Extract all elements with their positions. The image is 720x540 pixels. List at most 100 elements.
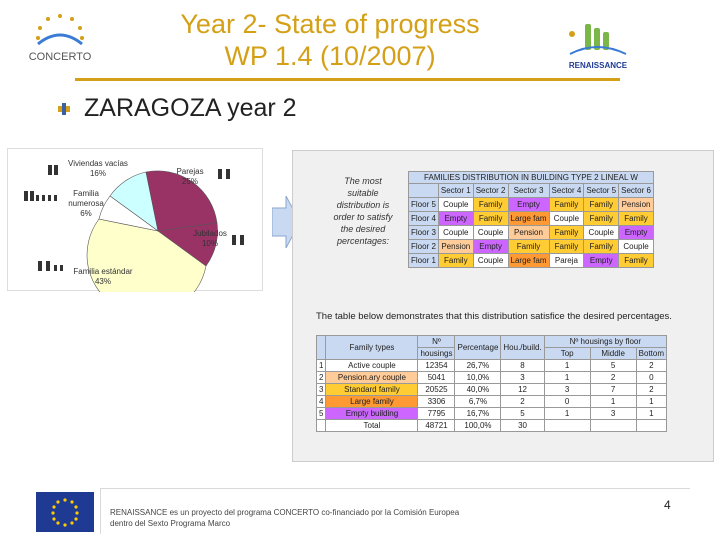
distribution-cell: Empty <box>507 197 550 212</box>
total-percentage: 100,0% <box>454 419 502 432</box>
distribution-cell: Family <box>437 253 474 268</box>
summary-cell-top: 1 <box>543 407 591 420</box>
distribution-cell: Family <box>583 239 620 254</box>
summary-cell-housings: 7795 <box>417 407 456 420</box>
summary-cell-bot: 1 <box>635 395 668 408</box>
summary-cell-mid: 5 <box>589 359 637 372</box>
distribution-title: FAMILIES DISTRIBUTION IN BUILDING TYPE 2… <box>408 171 654 184</box>
summary-cell-num: 4 <box>315 395 327 408</box>
summary-cell-hb: 8 <box>500 359 545 372</box>
sector-header: Sector 5 <box>583 183 620 198</box>
distribution-cell: Couple <box>437 225 474 240</box>
renaissance-logo: RENAISSANCE <box>560 14 635 76</box>
summary-cell-bot: 0 <box>635 371 668 384</box>
family-types-header: Family types <box>325 335 419 360</box>
floor-label: Floor 2 <box>408 239 439 254</box>
footer-line-2: dentro del Sexto Programa Marco <box>110 519 231 528</box>
distribution-cell: Empty <box>583 253 620 268</box>
sector-header: Sector 6 <box>618 183 654 198</box>
floor-label: Floor 5 <box>408 197 439 212</box>
distribution-cell: Pension <box>437 239 474 254</box>
title-line-2: WP 1.4 (10/2007) <box>224 41 436 71</box>
distribution-row: Floor 5 Couple Family Empty Family Family Pens… <box>408 197 654 212</box>
summary-cell-hb: 2 <box>500 395 545 408</box>
summary-cell-type: Empty building <box>325 407 419 420</box>
distribution-cell: Couple <box>583 225 620 240</box>
distribution-cell: Family <box>548 197 585 212</box>
summary-cell-pct: 26,7% <box>454 359 502 372</box>
middle-header: Middle <box>589 347 637 360</box>
summary-cell-hb: 12 <box>500 383 545 396</box>
page-number: 4 <box>664 498 671 512</box>
summary-cell-housings: 3306 <box>417 395 456 408</box>
bullet-icon <box>58 102 70 115</box>
summary-cell-type: Standard family <box>325 383 419 396</box>
distribution-cell: Empty <box>472 239 509 254</box>
title-divider <box>75 78 620 81</box>
summary-cell-hb: 3 <box>500 371 545 384</box>
suitable-distribution-text: The most suitable distribution is order … <box>333 176 393 246</box>
distribution-cell: Family <box>583 211 620 226</box>
pie-label-jubilados: Jubilados 10% <box>193 229 227 248</box>
bottom-header: Bottom <box>635 347 668 360</box>
summary-cell-pct: 10,0% <box>454 371 502 384</box>
pie-slice-parejas <box>145 170 218 232</box>
summary-cell-bot: 1 <box>635 407 668 420</box>
sector-header: Sector 4 <box>548 183 585 198</box>
summary-cell-mid: 3 <box>589 407 637 420</box>
page-title: Year 2- State of progress WP 1.4 (10/200… <box>120 8 540 72</box>
pie-label-numerosa: Familia numerosa 6% <box>68 189 104 218</box>
summary-cell-type: Active couple <box>325 359 419 372</box>
distribution-cell: Couple <box>472 225 509 240</box>
summary-table: Family types Nº Percentage Hou./build. N… <box>315 335 668 432</box>
n-housings-header: Nº <box>417 335 456 348</box>
hou-build-header: Hou./build. <box>500 335 545 360</box>
summary-cell-bot: 2 <box>635 383 668 396</box>
distribution-cell: Family <box>472 211 509 226</box>
total-label: Total <box>325 419 419 432</box>
summary-cell-num: 5 <box>315 407 327 420</box>
summary-cell-num: 3 <box>315 383 327 396</box>
summary-cell-top: 0 <box>543 395 591 408</box>
distribution-cell: Family <box>472 197 509 212</box>
section-subtitle: ZARAGOZA year 2 <box>84 94 297 122</box>
sector-header: Sector 1 <box>437 183 474 198</box>
pie-slice-numerosa <box>98 195 159 232</box>
summary-row: 5 Empty building 7795 16,7% 5 1 3 1 <box>315 407 668 420</box>
distribution-row: Floor 2 Pension Empty Family Family Family Cou… <box>408 239 654 254</box>
floor-label: Floor 1 <box>408 253 439 268</box>
summary-cell-housings: 5041 <box>417 371 456 384</box>
distribution-cell: Family <box>548 239 585 254</box>
summary-cell-type: Pension.ary couple <box>325 371 419 384</box>
summary-total-row: Total 48721 100,0% 30 <box>315 419 668 432</box>
summary-cell-type: Large family <box>325 395 419 408</box>
summary-cell-housings: 12354 <box>417 359 456 372</box>
summary-cell-num: 1 <box>315 359 327 372</box>
housings-header: housings <box>417 347 456 360</box>
distribution-cell: Couple <box>618 239 654 254</box>
distribution-row: Floor 1 Family Couple Large fam Pareja Empty F… <box>408 253 654 268</box>
distribution-cell: Family <box>507 239 550 254</box>
title-line-1: Year 2- State of progress <box>180 9 480 39</box>
summary-cell-mid: 2 <box>589 371 637 384</box>
summary-cell-bot: 2 <box>635 359 668 372</box>
distribution-cell: Family <box>583 197 620 212</box>
summary-row: 2 Pension.ary couple 5041 10,0% 3 1 2 0 <box>315 371 668 384</box>
distribution-row: Floor 3 Couple Couple Pension Family Couple Em… <box>408 225 654 240</box>
svg-text:RENAISSANCE: RENAISSANCE <box>569 61 628 70</box>
distribution-cell: Large fam <box>507 253 550 268</box>
summary-cell-hb: 5 <box>500 407 545 420</box>
summary-cell-top: 1 <box>543 359 591 372</box>
summary-cell-num: 2 <box>315 371 327 384</box>
people-icons <box>24 165 244 271</box>
distribution-cell: Pareja <box>548 253 585 268</box>
pie-label-estandar: Familia estándar 43% <box>73 267 133 286</box>
summary-row: 4 Large family 3306 6,7% 2 0 1 1 <box>315 395 668 408</box>
summary-row: 1 Active couple 12354 26,7% 8 1 5 2 <box>315 359 668 372</box>
distribution-row: Floor 4 Empty Family Large fam Couple Family F… <box>408 211 654 226</box>
distribution-cell: Couple <box>472 253 509 268</box>
summary-cell-pct: 6,7% <box>454 395 502 408</box>
sector-header: Sector 3 <box>507 183 550 198</box>
summary-cell-pct: 16,7% <box>454 407 502 420</box>
eu-flag-icon <box>36 492 94 532</box>
